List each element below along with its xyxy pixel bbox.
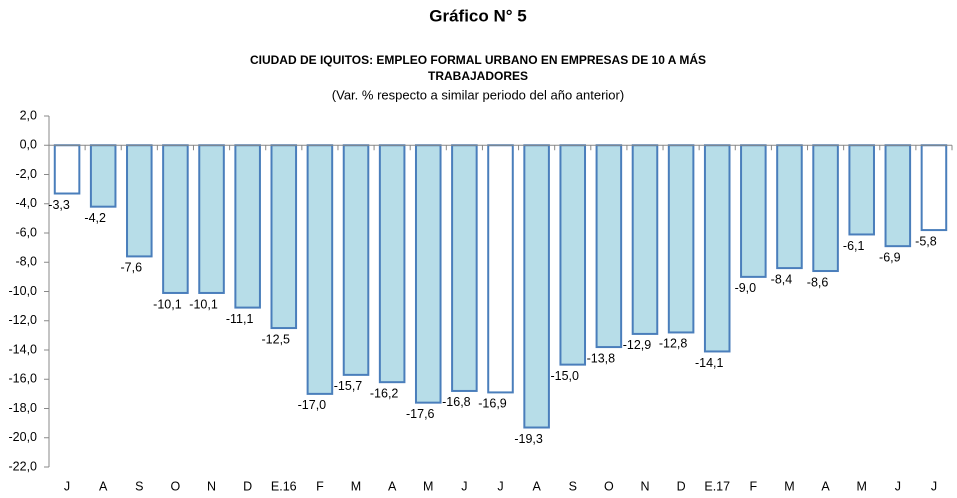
y-tick-label: -8,0 — [15, 255, 37, 269]
bar — [703, 144, 731, 353]
data-label: -10,1 — [189, 297, 218, 311]
bar — [89, 144, 117, 208]
data-label: -11,1 — [226, 312, 254, 326]
y-tick-label: 2,0 — [20, 108, 37, 122]
x-tick-label: N — [640, 479, 649, 493]
x-tick-label: O — [171, 479, 181, 493]
data-label: -16,8 — [442, 395, 471, 409]
data-label: -6,9 — [879, 250, 901, 264]
data-label: -17,0 — [298, 398, 327, 412]
y-tick-label: -6,0 — [15, 225, 37, 239]
bar — [631, 144, 659, 335]
bar — [667, 144, 695, 334]
bar — [378, 144, 406, 384]
x-tick-label: E.16 — [271, 479, 297, 493]
x-tick-label: M — [856, 479, 866, 493]
bar — [162, 144, 189, 294]
x-tick-label: F — [316, 479, 324, 493]
bar — [884, 144, 912, 248]
data-label: -8,6 — [807, 275, 829, 289]
data-label: -16,2 — [370, 386, 399, 400]
bar — [487, 144, 514, 394]
y-tick-label: -18,0 — [9, 401, 38, 415]
data-label: -4,2 — [84, 211, 106, 225]
bar — [559, 144, 587, 366]
y-tick-label: -10,0 — [9, 284, 38, 298]
bar — [523, 144, 550, 429]
y-tick-label: -22,0 — [9, 459, 38, 473]
chart-subtitle: TRABAJADORES — [428, 69, 528, 83]
bar — [342, 144, 370, 376]
data-label: -15,7 — [334, 379, 363, 393]
x-tick-label: J — [895, 479, 901, 493]
data-label: -15,0 — [550, 369, 579, 383]
x-tick-label: E.17 — [704, 479, 730, 493]
chart-note: (Var. % respecto a similar periodo del a… — [332, 87, 624, 102]
x-tick-label: F — [750, 479, 758, 493]
bar — [198, 144, 225, 294]
x-tick-label: A — [821, 479, 830, 493]
x-tick-label: A — [532, 479, 541, 493]
y-tick-label: -20,0 — [9, 430, 38, 444]
x-tick-label: J — [497, 479, 503, 493]
data-label: -9,0 — [735, 281, 757, 295]
data-label: -6,1 — [843, 239, 865, 253]
data-label: -16,9 — [478, 397, 507, 411]
bar — [414, 144, 442, 404]
bar — [270, 144, 298, 330]
y-tick-label: -2,0 — [15, 167, 37, 181]
data-label: -12,5 — [262, 332, 291, 346]
data-label: -5,8 — [915, 234, 937, 248]
chart-subtitle: CIUDAD DE IQUITOS: EMPLEO FORMAL URBANO … — [250, 52, 706, 67]
bar — [53, 144, 81, 195]
data-label: -12,9 — [623, 338, 652, 352]
data-label: -17,6 — [406, 407, 435, 421]
bar — [306, 144, 334, 395]
x-tick-label: S — [135, 479, 143, 493]
data-label: -14,1 — [695, 356, 724, 370]
x-tick-label: A — [388, 479, 397, 493]
x-tick-label: J — [461, 479, 467, 493]
bar — [451, 144, 478, 392]
bar — [126, 144, 153, 258]
x-tick-label: N — [207, 479, 216, 493]
y-tick-label: -12,0 — [9, 313, 38, 327]
data-label: -19,3 — [514, 432, 543, 446]
x-tick-label: M — [351, 479, 361, 493]
x-tick-label: D — [243, 479, 252, 493]
data-label: -7,6 — [121, 261, 143, 275]
bar — [812, 144, 839, 273]
x-tick-label: J — [64, 479, 70, 493]
bar — [595, 144, 623, 349]
bar — [776, 144, 803, 270]
bar — [848, 144, 875, 236]
x-tick-label: A — [99, 479, 108, 493]
bar — [740, 144, 767, 278]
chart-title: Gráfico N° 5 — [429, 6, 527, 25]
bar — [234, 144, 261, 309]
y-tick-label: -16,0 — [9, 372, 38, 386]
data-label: -12,8 — [659, 337, 688, 351]
x-tick-label: D — [677, 479, 686, 493]
bar — [920, 144, 948, 232]
y-tick-label: 0,0 — [20, 138, 37, 152]
y-tick-label: -14,0 — [9, 342, 38, 356]
x-tick-label: M — [423, 479, 433, 493]
data-label: -8,4 — [771, 272, 793, 286]
data-label: -3,3 — [48, 198, 70, 212]
x-tick-label: J — [931, 479, 937, 493]
x-tick-label: O — [604, 479, 614, 493]
x-tick-label: S — [569, 479, 577, 493]
data-label: -13,8 — [587, 351, 616, 365]
data-label: -10,1 — [153, 297, 182, 311]
x-tick-label: M — [784, 479, 794, 493]
y-tick-label: -4,0 — [15, 196, 37, 210]
